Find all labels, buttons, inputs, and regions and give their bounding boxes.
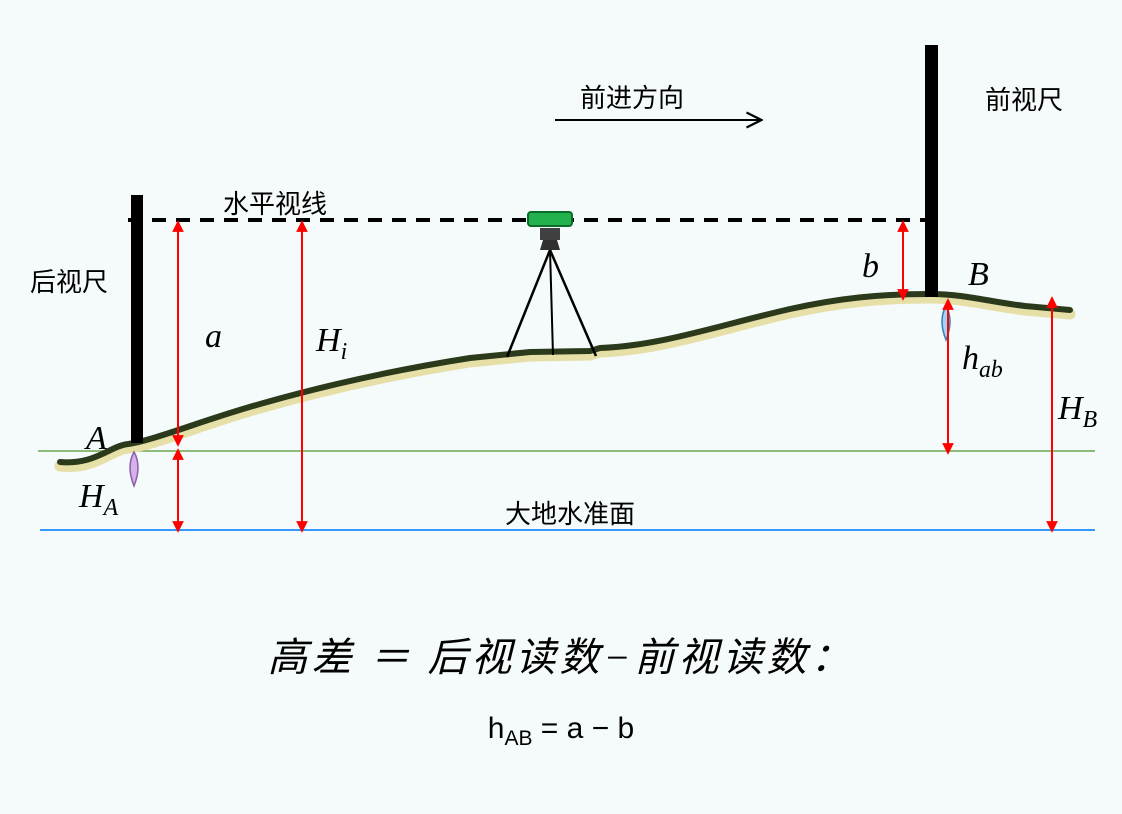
label-point-a: A [86, 420, 107, 458]
rod-a [131, 195, 143, 443]
marker-a [130, 452, 138, 486]
label-geoid: 大地水准面 [505, 494, 635, 531]
label-a: a [205, 318, 222, 356]
label-hi: Hi [316, 322, 347, 366]
label-sight-line: 水平视线 [223, 184, 327, 221]
label-hb: HB [1058, 390, 1097, 434]
label-point-b: B [968, 256, 989, 294]
formula-line-2: hAB = a − b [0, 712, 1122, 751]
diagram-svg [0, 0, 1122, 814]
label-back-rod: 后视尺 [30, 262, 108, 299]
formula-line-1: 高差 ＝ 后视读数−前视读数： [0, 625, 1122, 683]
label-ha: HA [79, 478, 118, 522]
level-instrument [507, 212, 596, 357]
rod-b [925, 45, 938, 297]
label-hab: hab [962, 340, 1003, 384]
label-b: b [862, 248, 879, 286]
label-front-rod: 前视尺 [985, 80, 1063, 117]
label-direction: 前进方向 [580, 78, 684, 115]
diagram-canvas: 前进方向 前视尺 后视尺 水平视线 大地水准面 a b A B Hi HA HB… [0, 0, 1122, 814]
